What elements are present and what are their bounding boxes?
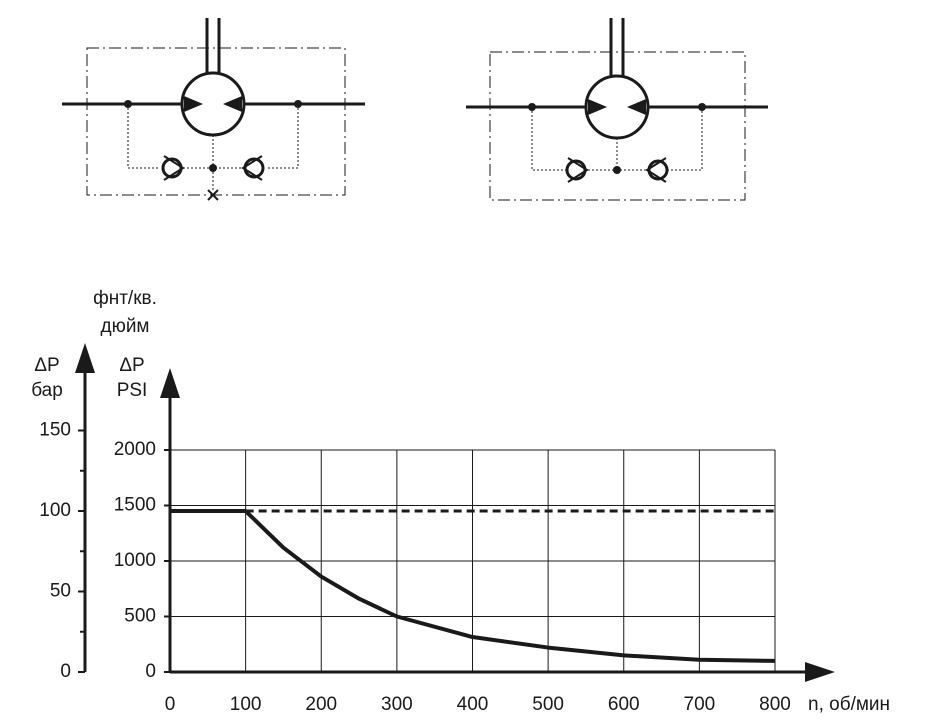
y-label-top: фнт/кв. bbox=[93, 288, 157, 309]
x-tick-label: 0 bbox=[165, 694, 176, 715]
y2-tick-label: 50 bbox=[50, 581, 71, 602]
y-tick-label: 0 bbox=[145, 661, 156, 682]
y2-label: бар bbox=[31, 380, 63, 401]
x-tick-label: 300 bbox=[381, 694, 413, 715]
x-tick-label: 100 bbox=[230, 694, 262, 715]
x-label: n, об/мин bbox=[808, 694, 890, 715]
x-tick-label: 200 bbox=[305, 694, 337, 715]
y-label-symbol: ΔP bbox=[119, 355, 144, 376]
schematic-right bbox=[466, 18, 768, 201]
y2-tick-label: 150 bbox=[39, 420, 71, 441]
y2-tick-label: 100 bbox=[39, 500, 71, 521]
y2-tick-label: 0 bbox=[60, 661, 71, 682]
y2-label-symbol: ΔP bbox=[34, 355, 59, 376]
series-line bbox=[170, 509, 776, 663]
x-tick-label: 800 bbox=[759, 694, 791, 715]
x-tick-label: 600 bbox=[608, 694, 640, 715]
x-tick-label: 700 bbox=[684, 694, 716, 715]
x-tick-label: 400 bbox=[457, 694, 489, 715]
y-tick-label: 500 bbox=[124, 606, 156, 627]
x-tick-label: 500 bbox=[532, 694, 564, 715]
y-label-mid: дюйм bbox=[100, 316, 149, 337]
y-tick-label: 1000 bbox=[114, 550, 156, 571]
schematic-left bbox=[62, 18, 365, 201]
y-tick-label: 2000 bbox=[114, 439, 156, 460]
y-label: PSI bbox=[117, 380, 148, 401]
y-tick-label: 1500 bbox=[114, 495, 156, 516]
